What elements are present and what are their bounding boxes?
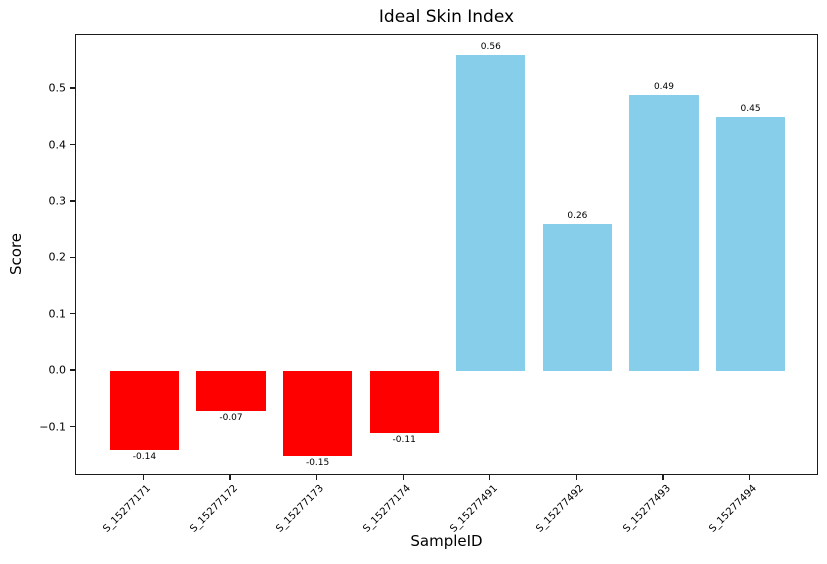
bar-value-label: 0.49 xyxy=(653,81,675,92)
y-tick-mark xyxy=(70,200,75,202)
bar-value-label: -0.14 xyxy=(132,452,157,463)
bar xyxy=(109,371,180,451)
y-tick-mark xyxy=(70,143,75,146)
x-tick-mark xyxy=(575,475,578,480)
x-tick-label: S_15277494 xyxy=(707,483,760,535)
bar xyxy=(542,224,613,372)
bar xyxy=(369,371,439,434)
y-tick-mark xyxy=(70,425,75,428)
x-tick-mark xyxy=(489,475,491,480)
x-tick-mark xyxy=(315,475,318,480)
y-tick-mark xyxy=(70,87,75,89)
bar-value-label: -0.11 xyxy=(392,435,416,446)
y-axis-label: Score xyxy=(7,232,25,276)
x-tick-label: S_15277173 xyxy=(274,483,327,535)
bar xyxy=(196,371,266,411)
bar xyxy=(629,94,699,372)
x-tick-label: S_15277493 xyxy=(620,483,673,535)
x-tick-mark xyxy=(142,475,145,480)
bar-value-label: -0.07 xyxy=(219,412,243,423)
x-tick-label: S_15277172 xyxy=(187,483,240,535)
x-tick-mark xyxy=(402,475,404,480)
x-tick-label: S_15277174 xyxy=(361,483,413,535)
x-tick-mark xyxy=(748,475,751,480)
x-tick-label: S_15277171 xyxy=(101,483,154,535)
y-tick-mark xyxy=(70,369,75,371)
x-axis-label: SampleID xyxy=(410,532,483,550)
bar-value-label: 0.56 xyxy=(480,42,501,53)
y-tick-label: 0.5 xyxy=(48,81,67,95)
bar xyxy=(715,117,786,372)
chart-title: Ideal Skin Index xyxy=(378,7,515,27)
y-tick-label: 0.2 xyxy=(48,250,67,264)
y-tick-label: −0.1 xyxy=(39,420,66,433)
x-tick-label: S_15277491 xyxy=(447,483,500,535)
y-tick-mark xyxy=(70,313,75,315)
y-tick-label: 0.0 xyxy=(48,363,67,377)
y-tick-label: 0.3 xyxy=(48,194,67,208)
plot-area: -0.14 -0.07 -0.15 -0.11 0.56 0.26 0.49 0.45 xyxy=(75,34,818,475)
x-tick-mark xyxy=(662,475,664,480)
bar-value-label: 0.26 xyxy=(567,211,588,222)
y-tick-mark xyxy=(70,256,75,258)
y-tick-label: 0.4 xyxy=(48,138,67,152)
bar-value-label: 0.45 xyxy=(740,104,761,115)
y-tick-label: 0.1 xyxy=(48,307,67,321)
bar-value-label: -0.15 xyxy=(305,457,330,468)
x-tick-label: S_15277492 xyxy=(534,483,587,535)
bar xyxy=(282,371,353,456)
bar xyxy=(456,55,526,372)
x-tick-mark xyxy=(229,475,231,480)
